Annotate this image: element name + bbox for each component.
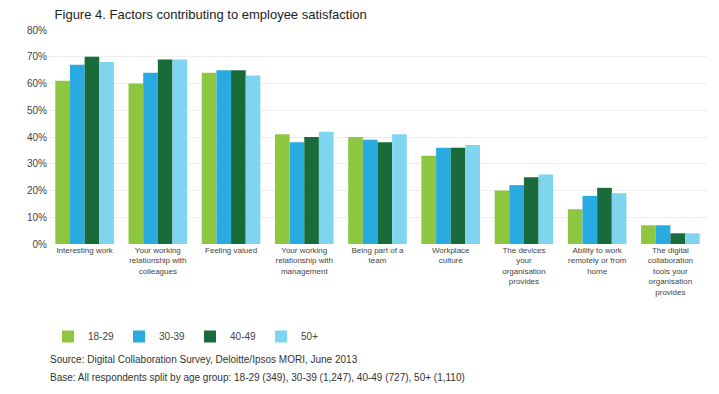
svg-text:50+: 50+ — [301, 331, 318, 342]
svg-text:Ability to workremotely or fro: Ability to workremotely or fromhome — [568, 246, 627, 276]
svg-text:80%: 80% — [27, 25, 47, 36]
svg-text:60%: 60% — [27, 78, 47, 89]
svg-text:70%: 70% — [27, 51, 47, 62]
svg-text:20%: 20% — [27, 185, 47, 196]
svg-text:30%: 30% — [27, 158, 47, 169]
svg-text:Source: Digital Collaboration: Source: Digital Collaboration Survey, De… — [50, 354, 358, 365]
svg-text:40-49: 40-49 — [230, 331, 256, 342]
svg-text:Feeling valued: Feeling valued — [205, 246, 257, 255]
svg-text:50%: 50% — [27, 105, 47, 116]
svg-text:Your workingrelationship withc: Your workingrelationship withcolleagues — [129, 246, 186, 276]
svg-text:10%: 10% — [27, 212, 47, 223]
svg-text:Figure 4. Factors contributing: Figure 4. Factors contributing to employ… — [55, 7, 367, 22]
svg-text:Base: All respondents split by: Base: All respondents split by age group… — [50, 372, 465, 383]
svg-text:Interesting work: Interesting work — [56, 246, 113, 255]
svg-text:Your workingrelationship withm: Your workingrelationship withmanagement — [276, 246, 333, 276]
svg-text:0%: 0% — [33, 239, 48, 250]
svg-text:Workplaceculture: Workplaceculture — [432, 246, 470, 265]
svg-text:Being part of ateam: Being part of ateam — [351, 246, 404, 265]
svg-text:40%: 40% — [27, 132, 47, 143]
svg-text:The digitalcollaborationtools: The digitalcollaborationtools yourorgani… — [648, 246, 693, 297]
svg-text:18-29: 18-29 — [88, 331, 114, 342]
svg-text:30-39: 30-39 — [159, 331, 185, 342]
svg-text:The devicesyourorganisationpro: The devicesyourorganisationprovides — [502, 246, 546, 286]
